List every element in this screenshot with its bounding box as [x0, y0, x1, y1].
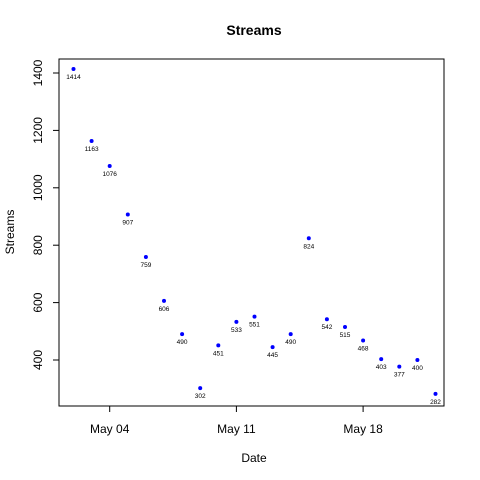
data-point: [343, 324, 347, 329]
data-point: [288, 332, 293, 337]
x-tick-label: May 04: [90, 422, 130, 436]
data-label: 490: [285, 339, 296, 346]
data-label: 400: [412, 365, 423, 372]
data-label: 515: [340, 332, 351, 339]
data-points: [71, 66, 438, 396]
data-label: 490: [177, 339, 188, 346]
data-point: [397, 364, 402, 369]
data-label: 1163: [85, 146, 99, 153]
data-point: [433, 391, 438, 396]
data-point: [379, 357, 384, 362]
data-labels: 1414 1163 1076 907 759 606 490 302 451 533 551 445 4…: [66, 74, 441, 406]
y-axis: 400 600 800 1000 1200 1400: [31, 59, 59, 370]
data-label: 451: [213, 350, 224, 357]
data-label: 377: [394, 372, 405, 379]
y-axis-label: Streams: [3, 210, 17, 255]
data-point: [270, 345, 275, 350]
data-point: [89, 139, 94, 144]
data-label: 551: [249, 322, 260, 329]
y-tick-label: 1200: [31, 117, 45, 144]
data-point: [143, 254, 148, 259]
data-label: 907: [122, 219, 133, 226]
data-point: [216, 343, 221, 348]
y-tick-label: 600: [31, 292, 45, 312]
data-point: [415, 358, 420, 362]
data-label: 282: [430, 399, 441, 406]
data-point: [107, 163, 112, 168]
data-point: [180, 332, 185, 337]
chart-title: Streams: [226, 22, 281, 38]
y-tick-label: 1400: [31, 59, 45, 86]
data-point: [361, 338, 366, 343]
data-point: [198, 386, 203, 391]
y-tick-label: 400: [31, 350, 45, 370]
data-label: 1076: [102, 171, 117, 178]
data-point: [306, 236, 311, 241]
x-tick-label: May 11: [217, 422, 256, 436]
data-label: 302: [195, 393, 206, 400]
data-label: 1414: [66, 74, 81, 81]
data-point: [162, 298, 166, 303]
y-tick-label: 1000: [31, 174, 45, 201]
data-label: 533: [231, 327, 242, 334]
data-point: [252, 314, 257, 319]
data-label: 824: [303, 243, 314, 250]
data-label: 759: [140, 262, 151, 269]
x-tick-label: May 18: [343, 422, 383, 436]
data-label: 542: [321, 324, 332, 331]
data-label: 403: [376, 364, 387, 371]
y-tick-label: 800: [31, 235, 45, 255]
data-label: 445: [267, 352, 278, 359]
data-point: [125, 212, 130, 217]
x-axis: May 04 May 11 May 18: [90, 406, 383, 436]
data-point: [234, 319, 239, 324]
data-point: [324, 317, 329, 322]
data-label: 468: [358, 345, 369, 352]
plot-frame: [58, 58, 445, 407]
data-point: [71, 66, 76, 71]
x-axis-label: Date: [241, 451, 267, 465]
data-label: 606: [159, 306, 170, 313]
